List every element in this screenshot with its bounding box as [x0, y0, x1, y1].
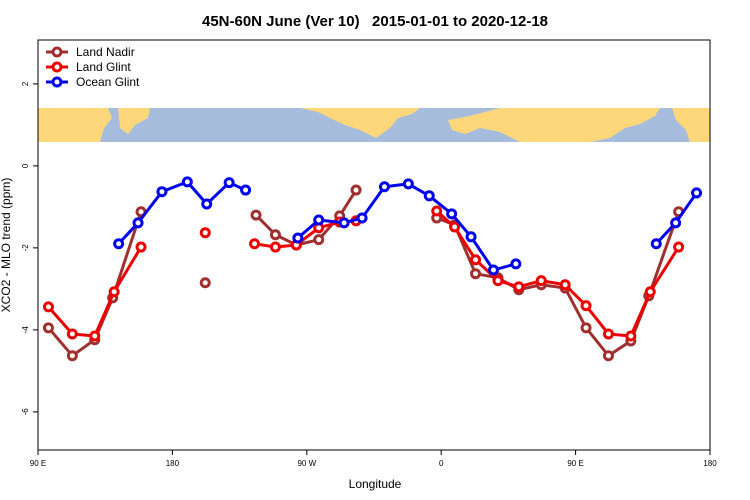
point — [42, 301, 54, 313]
x-tick-label: 90 E — [567, 459, 583, 468]
point — [66, 328, 78, 340]
point — [223, 177, 235, 189]
point — [135, 241, 147, 253]
point — [181, 176, 193, 188]
point — [240, 184, 252, 196]
point — [313, 214, 325, 226]
point — [513, 281, 525, 293]
x-tick-label: 180 — [166, 459, 180, 468]
y-tick-label: 2 — [21, 81, 30, 86]
point — [446, 208, 458, 220]
point — [269, 241, 281, 253]
y-tick-label: -6 — [21, 408, 30, 416]
point — [42, 322, 54, 334]
point — [602, 328, 614, 340]
series-line — [47, 209, 680, 338]
point — [423, 190, 435, 202]
point — [487, 264, 499, 276]
point — [602, 350, 614, 362]
point — [670, 217, 682, 229]
legend-marker — [51, 46, 63, 58]
map-strip — [38, 108, 710, 142]
y-tick-label: -2 — [21, 244, 30, 252]
chart-title: 45N-60N June (Ver 10) 2015-01-01 to 2020… — [202, 13, 548, 30]
point — [402, 178, 414, 190]
point — [199, 227, 211, 239]
point — [350, 184, 362, 196]
point — [691, 187, 703, 199]
plot-frame — [37, 39, 711, 451]
point — [625, 330, 637, 342]
point — [644, 286, 656, 298]
point — [470, 268, 482, 280]
point — [580, 322, 592, 334]
point — [249, 238, 261, 250]
point — [580, 300, 592, 312]
x-axis-label: Longitude — [349, 477, 402, 491]
point — [449, 221, 461, 233]
point — [510, 258, 522, 270]
point — [559, 279, 571, 291]
legend-marker — [51, 76, 63, 88]
x-tick-label: 90 W — [297, 459, 316, 468]
x-tick-label: 90 E — [30, 459, 46, 468]
point — [250, 209, 262, 221]
point — [269, 229, 281, 241]
point — [535, 275, 547, 287]
point — [313, 234, 325, 246]
legend-label: Ocean Glint — [76, 75, 140, 89]
point — [431, 205, 443, 217]
point — [156, 186, 168, 198]
y-axis-label: XCO2 - MLO trend (ppm) — [0, 178, 13, 313]
point — [465, 231, 477, 243]
point — [650, 238, 662, 250]
y-tick-label: -4 — [21, 326, 30, 334]
point — [338, 217, 350, 229]
point — [292, 232, 304, 244]
series-line — [117, 180, 698, 272]
point — [199, 277, 211, 289]
point — [113, 238, 125, 250]
point — [470, 254, 482, 266]
point — [673, 241, 685, 253]
x-tick-label: 180 — [703, 459, 717, 468]
legend-label: Land Glint — [76, 60, 131, 74]
legend-marker — [51, 61, 63, 73]
legend-label: Land Nadir — [76, 45, 135, 59]
point — [108, 286, 120, 298]
point — [201, 198, 213, 210]
x-tick-label: 0 — [439, 459, 444, 468]
point — [356, 212, 368, 224]
point — [378, 181, 390, 193]
point — [89, 330, 101, 342]
y-tick-label: 0 — [21, 163, 30, 168]
point — [66, 350, 78, 362]
point — [492, 275, 504, 287]
point — [132, 217, 144, 229]
